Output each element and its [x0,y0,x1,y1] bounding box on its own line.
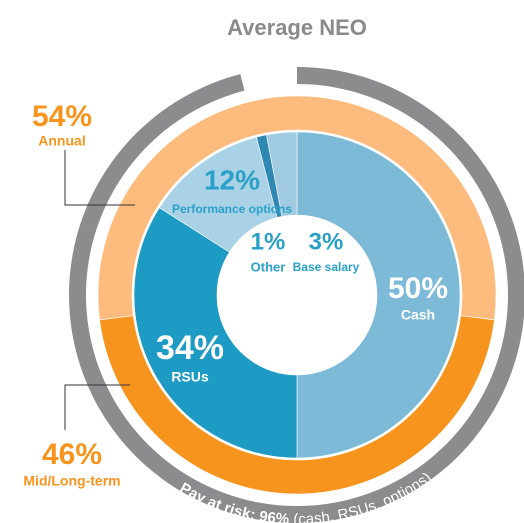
inner-category-label: Base salary [293,260,360,274]
middle-category-label: Mid/Long-term [23,473,120,489]
inner-value-label: 50% [388,272,448,305]
middle-segment [99,315,495,495]
inner-value-label: 34% [156,329,224,367]
inner-category-label: Cash [401,307,435,323]
center-hole [217,215,377,375]
inner-category-label: Other [251,259,286,274]
inner-value-label: 3% [309,228,344,255]
middle-value-label: 46% [42,438,102,471]
rings [69,67,524,523]
inner-value-label: 1% [251,228,286,255]
inner-category-label: Performance options [172,202,292,216]
inner-category-label: RSUs [171,369,209,385]
middle-value-label: 54% [32,100,92,133]
leader-line [64,150,135,206]
ring-value-label: 96% [258,508,290,523]
inner-value-label: 12% [204,164,260,195]
leader-line [64,384,130,430]
chart-title: Average NEO [227,15,367,40]
middle-segment [97,95,497,321]
middle-category-label: Annual [38,133,85,149]
